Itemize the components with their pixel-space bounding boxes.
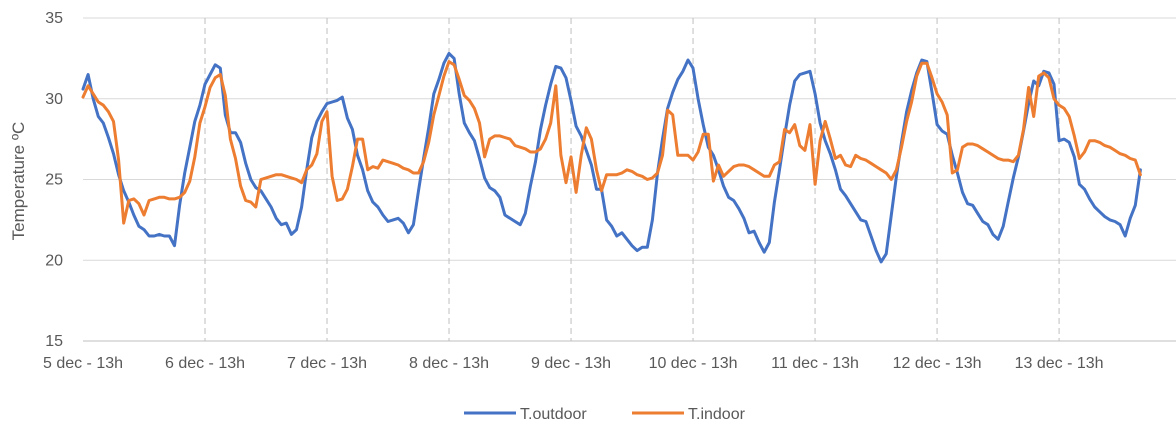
- y-tick-labels: 15 20 25 30 35: [45, 10, 63, 350]
- x-tick-label: 6 dec - 13h: [165, 355, 245, 372]
- x-tick-labels: 5 dec - 13h 6 dec - 13h 7 dec - 13h 8 dec -…: [43, 355, 1104, 372]
- legend-label: T.outdoor: [520, 406, 587, 423]
- legend: T.outdoor T.indoor: [464, 406, 746, 423]
- x-tick-label: 13 dec - 13h: [1015, 355, 1104, 372]
- x-tick-label: 7 dec - 13h: [287, 355, 367, 372]
- y-tick-label: 15: [45, 333, 63, 350]
- legend-label: T.indoor: [688, 406, 746, 423]
- x-tick-label: 8 dec - 13h: [409, 355, 489, 372]
- y-axis-title: Temperature ºC: [9, 122, 28, 241]
- data-series: [81, 52, 1142, 264]
- x-tick-label: 5 dec - 13h: [43, 355, 123, 372]
- x-tick-label: 11 dec - 13h: [771, 355, 859, 372]
- y-tick-label: 30: [45, 91, 63, 108]
- x-tick-label: 9 dec - 13h: [531, 355, 611, 372]
- series-line-t-indoor: [81, 60, 1142, 225]
- x-tick-label: 12 dec - 13h: [893, 355, 982, 372]
- x-tick-label: 10 dec - 13h: [649, 355, 738, 372]
- y-tick-label: 25: [45, 172, 63, 189]
- y-tick-label: 35: [45, 10, 63, 27]
- series-line-t-outdoor: [81, 52, 1142, 264]
- y-tick-label: 20: [45, 252, 63, 269]
